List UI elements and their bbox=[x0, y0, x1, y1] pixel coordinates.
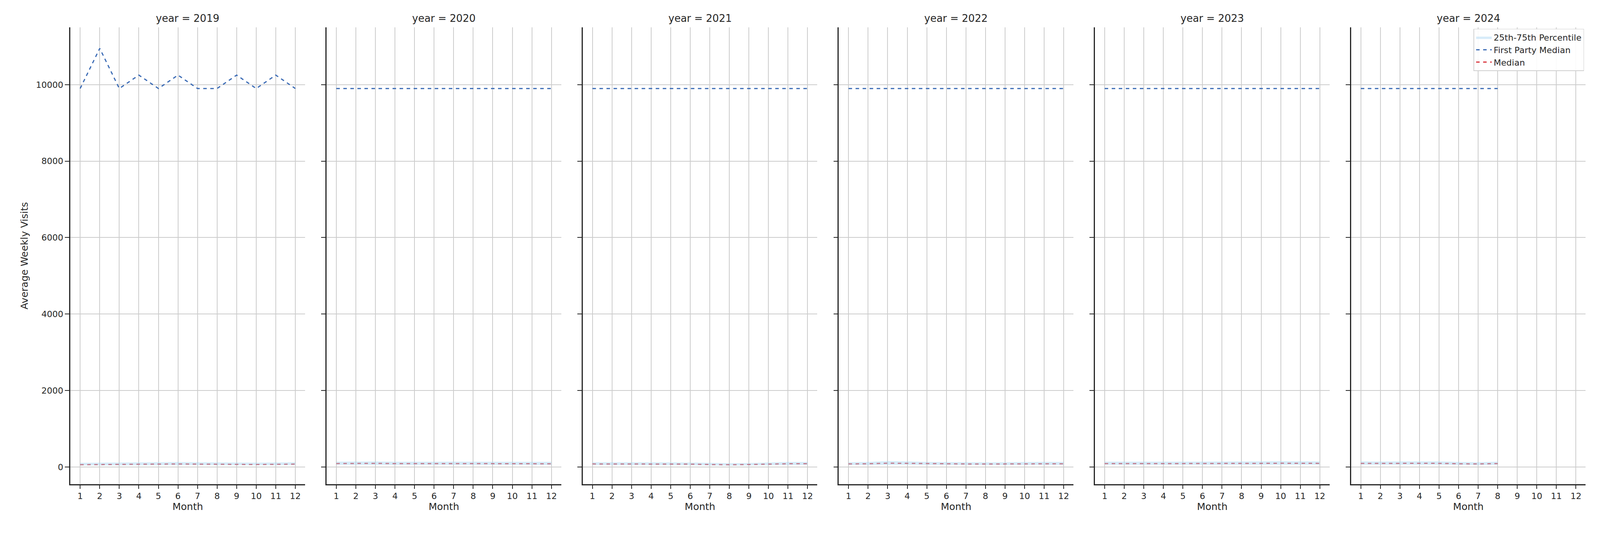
svg-text:0: 0 bbox=[57, 462, 64, 473]
svg-text:5: 5 bbox=[667, 491, 674, 502]
svg-text:8: 8 bbox=[470, 491, 476, 502]
svg-text:8: 8 bbox=[1238, 491, 1245, 502]
svg-text:9: 9 bbox=[1258, 491, 1265, 502]
svg-text:Month: Month bbox=[1453, 501, 1484, 513]
svg-text:2: 2 bbox=[865, 491, 871, 502]
svg-text:12: 12 bbox=[801, 491, 813, 502]
svg-text:Month: Month bbox=[940, 501, 972, 513]
svg-text:6: 6 bbox=[1455, 491, 1462, 502]
svg-text:2: 2 bbox=[353, 491, 359, 502]
svg-text:9: 9 bbox=[746, 491, 752, 502]
svg-text:9: 9 bbox=[489, 491, 496, 502]
svg-text:10: 10 bbox=[1531, 491, 1543, 502]
svg-text:11: 11 bbox=[1038, 491, 1050, 502]
svg-text:12: 12 bbox=[289, 491, 301, 502]
svg-text:11: 11 bbox=[526, 491, 538, 502]
svg-text:7: 7 bbox=[1475, 491, 1481, 502]
svg-text:25th-75th Percentile: 25th-75th Percentile bbox=[1493, 32, 1582, 43]
svg-text:9: 9 bbox=[233, 491, 240, 502]
svg-text:4: 4 bbox=[1160, 491, 1167, 502]
svg-text:4: 4 bbox=[392, 491, 398, 502]
svg-text:1: 1 bbox=[333, 491, 340, 502]
svg-text:6: 6 bbox=[431, 491, 437, 502]
svg-text:2000: 2000 bbox=[41, 385, 64, 396]
svg-text:Median: Median bbox=[1493, 57, 1525, 68]
svg-text:10: 10 bbox=[1275, 491, 1287, 502]
svg-text:11: 11 bbox=[1550, 491, 1562, 502]
svg-text:6: 6 bbox=[175, 491, 181, 502]
svg-text:Month: Month bbox=[1196, 501, 1228, 513]
svg-text:Month: Month bbox=[684, 501, 716, 513]
svg-text:12: 12 bbox=[1058, 491, 1070, 502]
svg-text:year = 2024: year = 2024 bbox=[1436, 12, 1501, 25]
svg-text:Average Weekly Visits: Average Weekly Visits bbox=[18, 201, 31, 310]
svg-text:5: 5 bbox=[924, 491, 930, 502]
svg-text:Month: Month bbox=[428, 501, 459, 513]
svg-text:1: 1 bbox=[845, 491, 852, 502]
svg-text:3: 3 bbox=[628, 491, 635, 502]
svg-text:5: 5 bbox=[1180, 491, 1186, 502]
svg-text:4: 4 bbox=[1416, 491, 1423, 502]
svg-text:8: 8 bbox=[214, 491, 220, 502]
svg-text:8: 8 bbox=[982, 491, 989, 502]
svg-text:11: 11 bbox=[1294, 491, 1306, 502]
svg-text:8: 8 bbox=[726, 491, 733, 502]
svg-text:First Party Median: First Party Median bbox=[1493, 45, 1571, 56]
svg-text:12: 12 bbox=[546, 491, 558, 502]
svg-text:5: 5 bbox=[155, 491, 162, 502]
svg-text:1: 1 bbox=[1358, 491, 1364, 502]
svg-text:8: 8 bbox=[1494, 491, 1501, 502]
svg-text:5: 5 bbox=[411, 491, 418, 502]
svg-text:12: 12 bbox=[1570, 491, 1582, 502]
svg-text:1: 1 bbox=[1101, 491, 1108, 502]
svg-text:3: 3 bbox=[1397, 491, 1403, 502]
svg-text:6: 6 bbox=[687, 491, 693, 502]
svg-text:7: 7 bbox=[450, 491, 457, 502]
svg-text:1: 1 bbox=[77, 491, 83, 502]
svg-text:year = 2023: year = 2023 bbox=[1180, 12, 1245, 25]
svg-text:3: 3 bbox=[116, 491, 122, 502]
svg-text:8000: 8000 bbox=[41, 156, 64, 167]
svg-text:10000: 10000 bbox=[35, 80, 64, 90]
svg-text:3: 3 bbox=[372, 491, 379, 502]
svg-text:10: 10 bbox=[250, 491, 262, 502]
svg-text:2: 2 bbox=[609, 491, 615, 502]
svg-text:year = 2022: year = 2022 bbox=[924, 12, 988, 25]
svg-text:year = 2019: year = 2019 bbox=[155, 12, 220, 25]
svg-text:3: 3 bbox=[1141, 491, 1147, 502]
svg-text:9: 9 bbox=[1002, 491, 1008, 502]
svg-text:4: 4 bbox=[648, 491, 654, 502]
svg-text:year = 2021: year = 2021 bbox=[668, 12, 733, 25]
svg-text:12: 12 bbox=[1314, 491, 1326, 502]
svg-text:7: 7 bbox=[707, 491, 713, 502]
svg-text:10: 10 bbox=[507, 491, 518, 502]
svg-text:7: 7 bbox=[963, 491, 969, 502]
svg-text:9: 9 bbox=[1514, 491, 1520, 502]
svg-text:11: 11 bbox=[782, 491, 794, 502]
svg-text:2: 2 bbox=[1377, 491, 1384, 502]
svg-text:Month: Month bbox=[172, 501, 203, 513]
svg-text:3: 3 bbox=[884, 491, 891, 502]
svg-text:5: 5 bbox=[1436, 491, 1442, 502]
svg-text:6: 6 bbox=[943, 491, 950, 502]
svg-text:10: 10 bbox=[1019, 491, 1031, 502]
svg-text:6000: 6000 bbox=[41, 232, 64, 243]
svg-text:7: 7 bbox=[194, 491, 201, 502]
svg-text:2: 2 bbox=[1121, 491, 1127, 502]
svg-text:2: 2 bbox=[96, 491, 103, 502]
svg-text:4: 4 bbox=[135, 491, 142, 502]
svg-text:10: 10 bbox=[762, 491, 774, 502]
svg-text:11: 11 bbox=[270, 491, 282, 502]
svg-text:6: 6 bbox=[1199, 491, 1206, 502]
svg-text:year = 2020: year = 2020 bbox=[412, 12, 476, 25]
svg-text:1: 1 bbox=[589, 491, 596, 502]
svg-text:7: 7 bbox=[1219, 491, 1225, 502]
svg-text:4000: 4000 bbox=[41, 309, 64, 320]
svg-text:4: 4 bbox=[904, 491, 911, 502]
